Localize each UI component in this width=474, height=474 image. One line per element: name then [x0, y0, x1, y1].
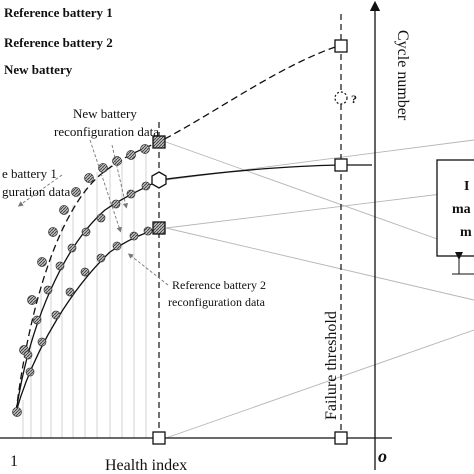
data-point	[98, 163, 108, 173]
reference-battery-1-points	[23, 181, 151, 360]
legend-reference-battery-1: Reference battery 1	[4, 5, 113, 20]
data-point	[140, 144, 150, 154]
data-point	[43, 285, 53, 295]
side-box-line2: ma	[452, 202, 471, 217]
data-point	[126, 150, 136, 160]
data-point	[84, 173, 94, 183]
side-box-line1: I	[464, 179, 469, 194]
new-battery-data-label-line1: New battery	[73, 106, 137, 121]
new-battery-curve	[15, 44, 342, 413]
reference-battery-1-data-label-line2: guration data	[2, 184, 70, 199]
data-point	[32, 315, 42, 325]
annotation-labels: New battery reconfiguration data e batte…	[2, 106, 266, 309]
x-axis-label: Health index	[105, 457, 187, 474]
data-point	[51, 310, 61, 320]
data-point	[112, 241, 122, 251]
data-point	[27, 295, 37, 305]
data-point	[126, 189, 136, 199]
current-health-axis-marker	[152, 431, 166, 445]
new-battery-points	[12, 144, 150, 417]
data-point	[55, 261, 65, 271]
grid-lines	[22, 150, 147, 438]
data-point	[65, 287, 75, 297]
predicted-cycle-marker	[334, 91, 348, 105]
curves	[15, 44, 372, 413]
reference-battery-2-data-label-line2: reconfiguration data	[168, 295, 266, 309]
data-point	[141, 181, 151, 191]
data-point	[67, 243, 77, 253]
reference-battery-1-hexagon-marker	[151, 171, 167, 189]
data-point	[37, 257, 47, 267]
annotation-arrows	[17, 139, 169, 286]
legend-new-battery: New battery	[4, 62, 73, 77]
side-box: I ma m	[436, 159, 474, 275]
reference-battery-2-curve	[15, 227, 160, 413]
data-point	[23, 350, 33, 360]
data-point	[96, 253, 106, 263]
data-point	[59, 205, 69, 215]
data-point	[71, 187, 81, 197]
axis-labels: Health index 1 o Cycle number Failure th…	[10, 30, 411, 474]
side-box-line3: m	[460, 225, 472, 240]
new-battery-threshold-marker	[334, 39, 348, 53]
threshold-axis-marker	[334, 431, 348, 445]
reference-battery-2-current-marker	[152, 221, 166, 235]
data-point	[143, 226, 153, 236]
data-point	[96, 213, 106, 223]
failure-threshold-label: Failure threshold	[323, 311, 340, 420]
reference-battery-2-data-label-line1: Reference battery 2	[172, 278, 266, 292]
data-point	[25, 367, 35, 377]
x-start-label: 1	[10, 453, 18, 470]
y-axis-label: Cycle number	[394, 30, 411, 121]
reference-battery-1-data-label-line1: e battery 1	[2, 166, 57, 181]
unknown-mark: ?	[351, 92, 357, 106]
axes	[0, 0, 392, 470]
threshold-markers: ?	[334, 39, 357, 445]
legend-reference-battery-2: Reference battery 2	[4, 35, 113, 50]
data-point	[111, 199, 121, 209]
data-point	[80, 267, 90, 277]
reference-battery-1-threshold-marker	[334, 158, 348, 172]
data-point	[129, 231, 139, 241]
data-point	[12, 407, 22, 417]
new-battery-data-label-line2: reconfiguration data	[54, 124, 159, 139]
legend: Reference battery 1 Reference battery 2 …	[4, 5, 113, 77]
data-point	[81, 227, 91, 237]
data-point	[48, 227, 58, 237]
reference-battery-2-points	[25, 226, 153, 377]
current-markers	[151, 135, 167, 445]
threshold-lines	[158, 14, 342, 438]
origin-label: o	[378, 446, 387, 466]
data-point	[112, 156, 122, 166]
new-battery-current-marker	[152, 135, 166, 149]
data-point	[37, 337, 47, 347]
